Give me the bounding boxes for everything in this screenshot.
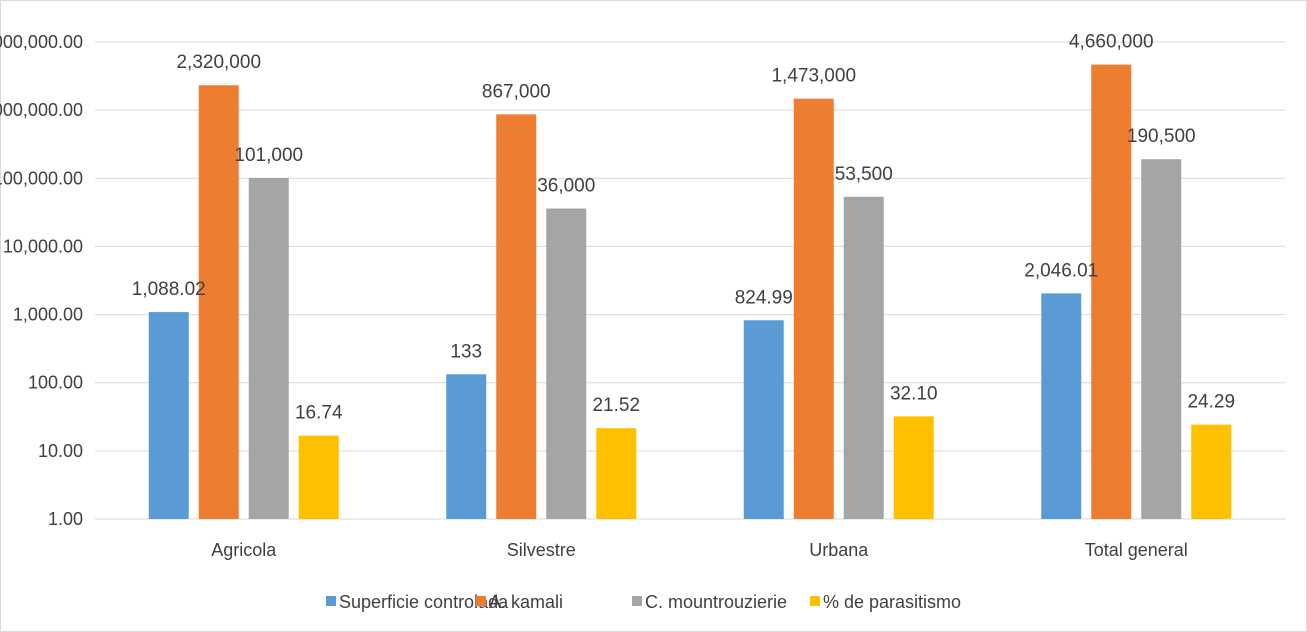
bar-3-1 bbox=[1091, 64, 1132, 519]
bar-2-1 bbox=[793, 98, 834, 520]
y-tick-label: 100,000.00 bbox=[0, 168, 83, 188]
bar-0-2 bbox=[248, 177, 289, 519]
x-axis-category-labels: Agricola Silvestre Urbana Total general bbox=[211, 540, 1188, 560]
data-label: 16.74 bbox=[295, 403, 343, 424]
x-category-label: Silvestre bbox=[507, 540, 576, 560]
data-label: 1,473,000 bbox=[771, 66, 856, 87]
data-labels: 1,088.02 2,320,000 101,000 16.74 133 867,000 3… bbox=[132, 32, 1235, 424]
bar-0-1 bbox=[198, 85, 239, 520]
bar-0-3 bbox=[298, 435, 339, 519]
y-tick-label: 1,000.00 bbox=[13, 305, 83, 325]
legend-label-2: C. mountrouzierie bbox=[645, 592, 787, 612]
data-label: 101,000 bbox=[234, 145, 303, 166]
legend-swatch-3 bbox=[810, 596, 820, 606]
y-tick-label: 100.00 bbox=[28, 373, 83, 393]
bar-2-0 bbox=[743, 320, 784, 519]
legend-label-1: A. kamali bbox=[489, 592, 563, 612]
legend-swatch-1 bbox=[476, 596, 486, 606]
legend-label-3: % de parasitismo bbox=[823, 592, 961, 612]
data-label: 53,500 bbox=[835, 164, 893, 185]
bar-3-0 bbox=[1041, 293, 1082, 519]
bar-1-1 bbox=[496, 114, 537, 520]
data-label: 1,088.02 bbox=[132, 279, 206, 300]
data-label: 190,500 bbox=[1127, 126, 1196, 147]
legend-swatch-0 bbox=[326, 596, 336, 606]
y-tick-label: 1.00 bbox=[48, 509, 83, 529]
bar-1-3 bbox=[596, 428, 637, 519]
x-category-label: Total general bbox=[1085, 540, 1188, 560]
bar-2-2 bbox=[843, 196, 884, 520]
bar-2-3 bbox=[893, 416, 934, 519]
gridlines bbox=[95, 41, 1285, 520]
data-label: 32.10 bbox=[890, 383, 938, 404]
data-label: 4,660,000 bbox=[1069, 32, 1154, 53]
data-label: 24.29 bbox=[1187, 392, 1235, 413]
y-tick-label: 1,000,000.00 bbox=[0, 100, 83, 120]
bar-3-2 bbox=[1141, 159, 1182, 519]
x-category-label: Agricola bbox=[211, 540, 277, 560]
data-label: 36,000 bbox=[537, 176, 595, 197]
data-label: 2,046.01 bbox=[1024, 260, 1098, 281]
y-axis-tick-labels: 1.00 10.00 100.00 1,000.00 10,000.00 100,000.… bbox=[0, 32, 83, 529]
bars bbox=[148, 64, 1232, 520]
bar-1-0 bbox=[446, 374, 487, 519]
x-category-label: Urbana bbox=[809, 540, 869, 560]
data-label: 824.99 bbox=[735, 287, 793, 308]
bar-3-3 bbox=[1191, 424, 1232, 519]
y-tick-label: 10,000.00 bbox=[3, 236, 83, 256]
data-label: 2,320,000 bbox=[176, 52, 261, 73]
y-tick-label: 10,000,000.00 bbox=[0, 32, 83, 52]
bar-0-0 bbox=[148, 312, 189, 519]
data-label: 133 bbox=[450, 341, 482, 362]
bar-1-2 bbox=[546, 208, 587, 520]
data-label: 21.52 bbox=[592, 395, 640, 416]
legend-label-0: Superficie controlada bbox=[339, 592, 509, 612]
y-tick-label: 10.00 bbox=[38, 441, 83, 461]
data-label: 867,000 bbox=[482, 81, 551, 102]
legend-swatch-2 bbox=[632, 596, 642, 606]
